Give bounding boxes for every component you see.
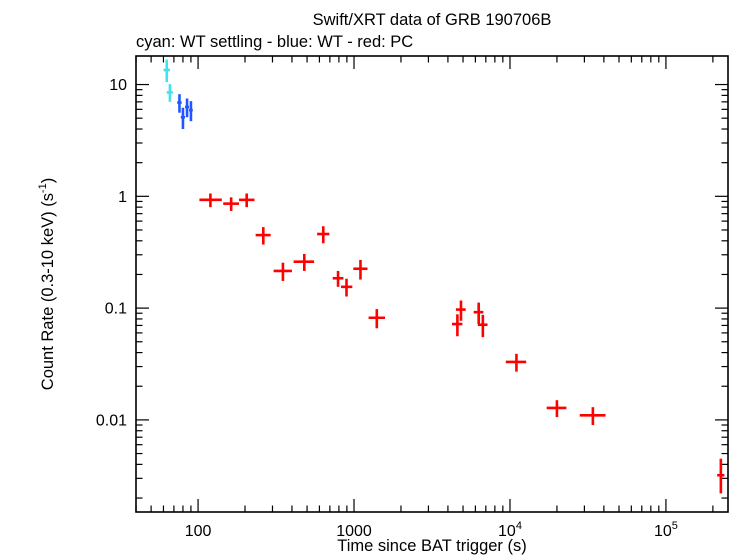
data-point-pc: [273, 262, 292, 281]
data-point-wt: [180, 107, 186, 130]
data-point-pc: [452, 314, 463, 337]
plot-frame: [135, 55, 729, 513]
x-tick-label: 105: [654, 520, 678, 540]
data-point-pc: [238, 193, 255, 208]
y-axis-label-group: Count Rate (0.3-10 keV) (s-1): [37, 178, 57, 390]
data-point-pc: [477, 314, 488, 338]
data-point-pc: [332, 270, 344, 287]
plot-area: 100 1000 104 105 10 1 0.1 0.01: [96, 55, 729, 540]
data-point-pc: [717, 458, 725, 494]
chart-subtitle: cyan: WT settling - blue: WT - red: PC: [136, 33, 413, 51]
y-tick-label: 1: [118, 189, 127, 206]
data-point-wt: [177, 94, 182, 113]
x-axis-label: Time since BAT trigger (s): [337, 537, 526, 555]
data-point-wt-settling: [163, 59, 170, 83]
data-point-pc: [546, 400, 567, 418]
data-point-pc: [340, 278, 353, 297]
data-point-pc: [579, 407, 606, 426]
data-point-pc: [473, 302, 484, 325]
data-point-wt-settling: [166, 84, 173, 102]
data-point-pc: [317, 226, 330, 244]
data-point-pc: [293, 253, 315, 271]
x-tick-label: 1000: [336, 523, 372, 540]
chart-title: Swift/XRT data of GRB 190706B: [313, 11, 552, 29]
x-tick-label: 100: [185, 523, 212, 540]
data-point-pc: [505, 353, 527, 372]
data-point-wt: [185, 98, 190, 118]
data-point-wt: [189, 101, 193, 122]
data-point-pc: [368, 309, 386, 329]
y-axis-label: Count Rate (0.3-10 keV) (s-1): [37, 178, 57, 390]
data-point-pc: [255, 227, 271, 245]
y-tick-label: 10: [109, 77, 127, 94]
y-tick-label: 0.1: [105, 301, 127, 318]
data-point-pc: [353, 259, 368, 280]
x-tick-label: 104: [498, 520, 522, 540]
y-tick-label: 0.01: [96, 412, 127, 429]
data-point-pc: [223, 197, 239, 211]
data-point-pc: [455, 300, 466, 321]
data-point-pc: [199, 193, 222, 208]
